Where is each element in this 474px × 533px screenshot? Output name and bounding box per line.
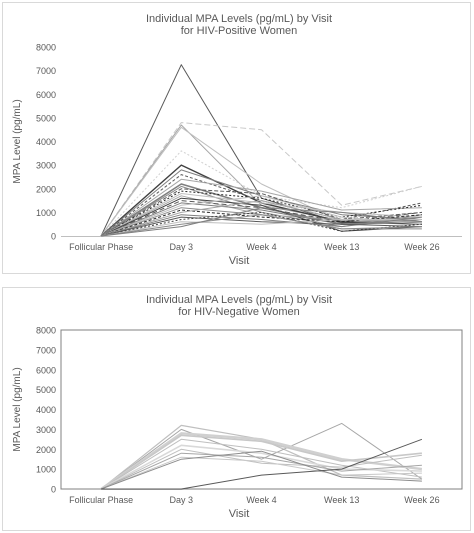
chart-hiv-positive: Individual MPA Levels (pg/mL) by Visitfo… — [12, 13, 462, 267]
series-line-6 — [100, 444, 422, 490]
x-tick-label: Week 4 — [246, 495, 276, 505]
series-line-9 — [100, 178, 422, 237]
series-line-9 — [100, 456, 422, 490]
y-tick-label: 1000 — [36, 208, 56, 218]
x-axis-label: Visit — [229, 255, 250, 267]
y-tick-label: 0 — [51, 232, 56, 242]
x-tick-label: Follicular Phase — [69, 495, 133, 505]
y-tick-label: 3000 — [36, 161, 56, 171]
series-line-4 — [100, 126, 422, 237]
chart-subtitle: for HIV-Positive Women — [181, 25, 298, 37]
y-tick-label: 7000 — [36, 345, 56, 355]
x-tick-label: Follicular Phase — [69, 242, 133, 252]
y-tick-label: 5000 — [36, 385, 56, 395]
series-line-14 — [100, 193, 422, 237]
series-line-22 — [100, 200, 422, 237]
chart-title: Individual MPA Levels (pg/mL) by Visit — [146, 294, 332, 306]
y-tick-label: 2000 — [36, 445, 56, 455]
series-line-8 — [100, 452, 422, 490]
y-tick-label: 5000 — [36, 113, 56, 123]
series-line-4 — [100, 434, 422, 490]
series-line-28 — [101, 207, 422, 237]
series-line-10 — [100, 450, 422, 490]
chart-panel-hiv-negative: Individual MPA Levels (pg/mL) by Visit fo… — [2, 287, 471, 531]
series-line-3 — [100, 432, 423, 490]
series-line-24 — [100, 216, 422, 237]
y-tick-label: 8000 — [36, 326, 56, 336]
y-axis-label: MPA Level (pg/mL) — [12, 367, 23, 451]
x-axis-label: Visit — [229, 508, 250, 520]
series-line-13 — [100, 190, 422, 237]
y-tick-label: 2000 — [36, 184, 56, 194]
y-tick-label: 7000 — [36, 66, 56, 76]
y-tick-label: 0 — [51, 485, 56, 495]
series-line-26 — [101, 219, 422, 237]
x-tick-label: Week 13 — [324, 242, 359, 252]
series-line-18 — [100, 202, 422, 237]
chart-panel-hiv-positive: Individual MPA Levels (pg/mL) by Visit fo… — [2, 2, 471, 274]
series-line-11 — [101, 438, 423, 490]
series-line-16 — [100, 197, 422, 237]
x-tick-label: Day 3 — [170, 495, 194, 505]
y-tick-label: 6000 — [36, 365, 56, 375]
x-tick-label: Week 26 — [404, 242, 439, 252]
y-tick-label: 6000 — [36, 90, 56, 100]
y-tick-label: 4000 — [36, 137, 56, 147]
y-tick-label: 1000 — [36, 465, 56, 475]
y-tick-label: 3000 — [36, 425, 56, 435]
series-line-7 — [100, 448, 422, 490]
y-tick-label: 8000 — [36, 43, 56, 53]
series-line-2 — [100, 122, 423, 237]
chart-title: Individual MPA Levels (pg/mL) by Visit — [146, 13, 332, 25]
series-line-2 — [100, 422, 423, 490]
x-tick-label: Week 4 — [246, 242, 276, 252]
series-line-23 — [100, 214, 422, 237]
series-line-12 — [100, 188, 422, 237]
y-tick-label: 4000 — [36, 405, 56, 415]
series-line-27 — [101, 214, 422, 237]
chart-subtitle: for HIV-Negative Women — [178, 306, 299, 318]
y-axis-label: MPA Level (pg/mL) — [12, 99, 23, 183]
x-tick-label: Week 26 — [404, 495, 439, 505]
x-tick-label: Day 3 — [170, 242, 194, 252]
chart-hiv-negative: Individual MPA Levels (pg/mL) by Visitfo… — [12, 294, 463, 520]
x-tick-label: Week 13 — [324, 495, 359, 505]
